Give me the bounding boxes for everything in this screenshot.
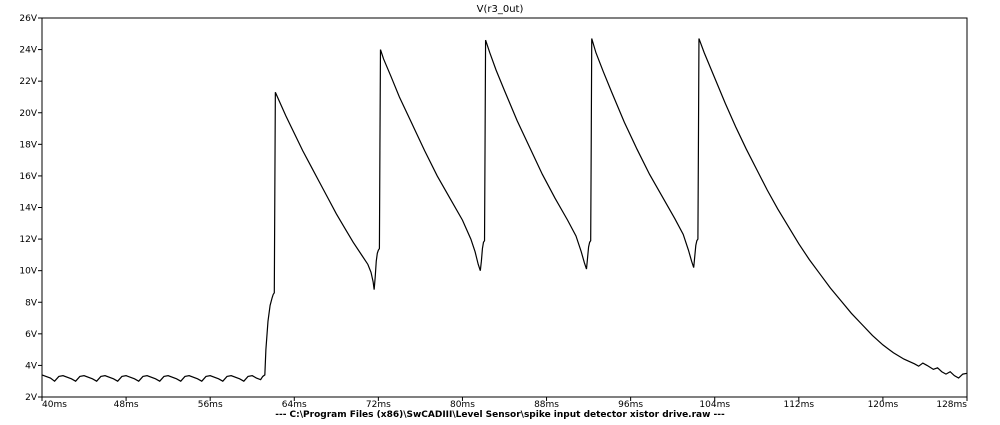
x-tick-label: 80ms [450, 400, 475, 410]
y-axis: 2V 4V 6V 8V 10V 12V 14V 16V 18V 20V 22V 24V 26V [19, 14, 42, 403]
x-tick-label: 72ms [366, 400, 391, 410]
y-tick-label: 2V [25, 393, 38, 403]
y-tick-label: 4V [25, 361, 38, 371]
plot-frame [41, 17, 968, 398]
x-tick-label: 88ms [534, 400, 559, 410]
x-tick-label: 64ms [282, 400, 307, 410]
y-tick-label: 14V [19, 204, 37, 214]
y-tick-label: 26V [19, 14, 37, 24]
x-axis: 40ms 48ms 56ms 64ms 72ms 80ms 88ms 96ms 104ms 112… [41, 397, 968, 410]
x-tick-label: 128ms [936, 400, 967, 410]
x-tick-label: 120ms [868, 400, 899, 410]
x-tick-label: 56ms [198, 400, 223, 410]
y-tick-label: 6V [25, 330, 38, 340]
y-tick-label: 12V [19, 235, 37, 245]
y-tick-label: 16V [19, 172, 37, 182]
x-tick-label: 112ms [783, 400, 814, 410]
raw-file-path: --- C:\Program Files (x86)\SwCADIII\Leve… [275, 410, 725, 420]
y-tick-label: 24V [19, 46, 37, 56]
x-tick-label: 96ms [618, 400, 643, 410]
chart-title: V(r3_0ut) [477, 4, 524, 15]
y-tick-label: 8V [25, 298, 38, 308]
series-line-v-r3-0ut[interactable] [41, 38, 968, 383]
y-tick-label: 20V [19, 109, 37, 119]
x-tick-label: 48ms [114, 400, 139, 410]
x-tick-label: 40ms [42, 400, 67, 410]
x-tick-label: 104ms [699, 400, 730, 410]
y-tick-label: 10V [19, 267, 37, 277]
y-tick-label: 18V [19, 140, 37, 150]
y-tick-label: 22V [19, 77, 37, 87]
